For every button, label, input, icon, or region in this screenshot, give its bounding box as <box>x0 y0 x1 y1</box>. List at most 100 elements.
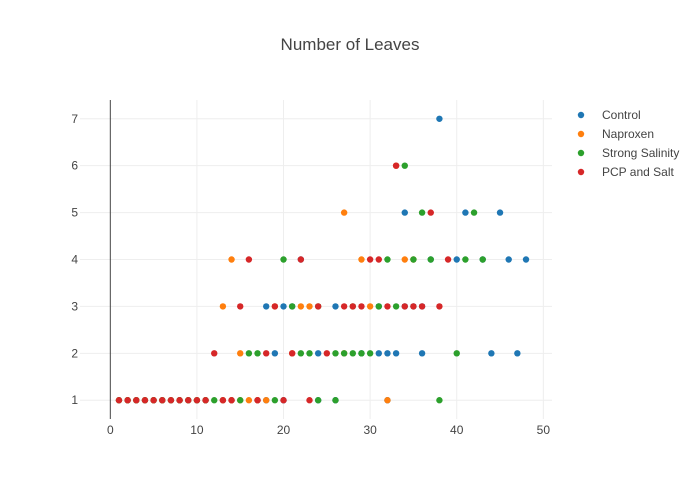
y-tick-label: 4 <box>71 253 78 267</box>
data-point <box>141 397 149 404</box>
data-point <box>418 303 426 310</box>
legend-item[interactable]: PCP and Salt <box>577 165 675 179</box>
data-point <box>375 350 382 357</box>
data-point <box>436 397 443 404</box>
data-point <box>384 303 391 310</box>
y-tick-label: 3 <box>71 299 78 313</box>
data-point <box>314 350 322 357</box>
data-point <box>340 350 348 357</box>
data-point <box>410 303 417 310</box>
series-pcp-and-salt <box>115 162 452 404</box>
data-point <box>410 256 417 263</box>
data-point <box>314 303 322 310</box>
data-point <box>488 350 495 357</box>
data-point <box>384 350 391 357</box>
data-point <box>436 303 443 310</box>
data-point <box>401 209 408 216</box>
data-point <box>332 397 339 404</box>
data-point <box>219 303 227 310</box>
data-point <box>280 303 287 310</box>
data-point <box>366 303 374 310</box>
data-point <box>306 397 313 404</box>
data-point <box>392 350 400 357</box>
data-point <box>271 303 279 310</box>
data-point <box>280 397 287 404</box>
data-points <box>115 115 530 404</box>
data-point <box>375 256 382 263</box>
data-point <box>263 397 270 404</box>
data-point <box>358 256 365 263</box>
data-point <box>496 209 504 216</box>
data-point <box>366 350 374 357</box>
data-point <box>332 350 339 357</box>
chart-title: Number of Leaves <box>281 35 420 54</box>
data-point <box>514 350 521 357</box>
data-point <box>436 115 443 122</box>
x-tick-label: 50 <box>537 423 551 437</box>
data-point <box>470 209 478 216</box>
data-point <box>297 303 305 310</box>
data-point <box>358 350 365 357</box>
data-point <box>288 350 296 357</box>
data-point <box>340 209 348 216</box>
x-tick-label: 30 <box>363 423 377 437</box>
data-point <box>340 303 348 310</box>
data-point <box>462 209 469 216</box>
legend-item[interactable]: Naproxen <box>577 127 654 141</box>
legend-item[interactable]: Control <box>577 108 641 122</box>
legend-marker <box>577 149 585 157</box>
data-point <box>392 303 400 310</box>
data-point <box>219 397 227 404</box>
data-point <box>211 397 218 404</box>
data-point <box>323 350 331 357</box>
data-point <box>418 209 426 216</box>
data-point <box>280 256 287 263</box>
x-tick-label: 0 <box>107 423 114 437</box>
legend-item[interactable]: Strong Salinity <box>577 146 680 160</box>
data-point <box>522 256 530 263</box>
data-point <box>115 397 123 404</box>
data-point <box>314 397 322 404</box>
data-point <box>237 397 244 404</box>
legend-label: Naproxen <box>602 127 654 141</box>
data-point <box>332 303 339 310</box>
data-point <box>384 397 391 404</box>
data-point <box>375 303 382 310</box>
legend[interactable]: Control Naproxen Strong Salinity PCP and Sa… <box>577 108 680 179</box>
data-point <box>263 350 270 357</box>
data-point <box>245 397 253 404</box>
data-point <box>271 350 279 357</box>
data-point <box>202 397 209 404</box>
data-point <box>245 256 253 263</box>
data-point <box>133 397 140 404</box>
y-tick-label: 7 <box>71 112 78 126</box>
data-point <box>150 397 157 404</box>
y-tick-label: 5 <box>71 206 78 220</box>
legend-label: Control <box>602 108 641 122</box>
legend-label: PCP and Salt <box>602 165 674 179</box>
y-tick-label: 2 <box>71 346 78 360</box>
data-point <box>306 350 313 357</box>
data-point <box>505 256 512 263</box>
data-point <box>263 303 270 310</box>
data-point <box>254 350 261 357</box>
data-point <box>176 397 183 404</box>
x-tick-label: 20 <box>277 423 291 437</box>
data-point <box>306 303 313 310</box>
data-point <box>193 397 201 404</box>
data-point <box>349 303 357 310</box>
data-point <box>159 397 166 404</box>
x-tick-label: 40 <box>450 423 464 437</box>
data-point <box>358 303 365 310</box>
data-point <box>427 256 434 263</box>
data-point <box>167 397 175 404</box>
data-point <box>453 350 460 357</box>
y-tick-label: 6 <box>71 159 78 173</box>
data-point <box>479 256 486 263</box>
data-point <box>297 350 305 357</box>
data-point <box>211 350 218 357</box>
data-point <box>297 256 305 263</box>
data-point <box>185 397 192 404</box>
data-point <box>254 397 261 404</box>
legend-label: Strong Salinity <box>602 146 679 160</box>
